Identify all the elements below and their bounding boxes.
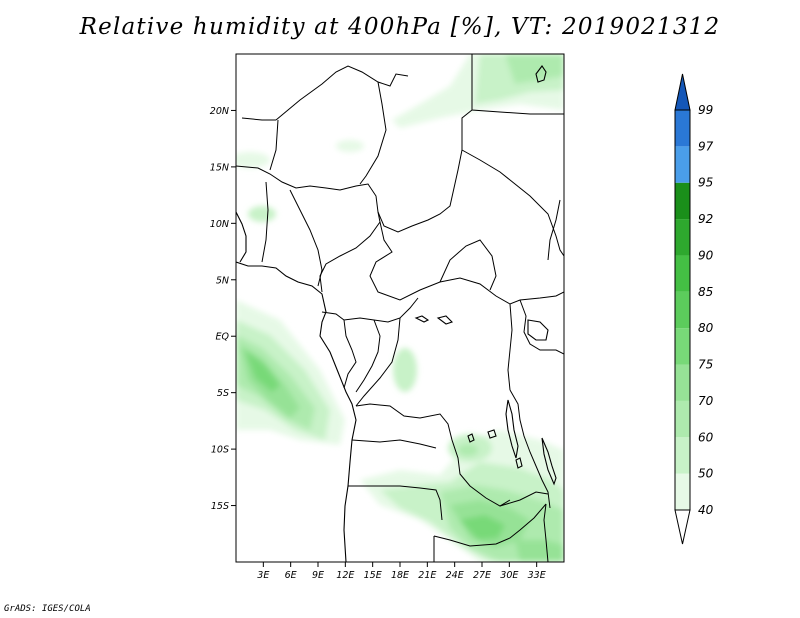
lon-tick-label: 27E	[473, 570, 491, 581]
colorbar-box	[675, 110, 690, 147]
lat-tick-label: 10N	[210, 219, 229, 230]
lat-tick-label: 10S	[211, 445, 229, 456]
colorbar-box	[675, 291, 690, 329]
colorbar-label: 90	[698, 248, 714, 262]
lon-tick-label: 21E	[418, 570, 436, 581]
colorbar-box	[675, 255, 690, 292]
lat-tick-label: EQ	[216, 332, 230, 343]
colorbar-box	[675, 364, 690, 401]
colorbar-box	[675, 437, 690, 474]
colorbar-lower-triangle	[674, 509, 691, 545]
colorbar-label: 60	[698, 430, 714, 444]
latitude-axis: 20N 15N 10N 5N EQ 5S 10S 15S	[210, 106, 236, 512]
colorbar-box	[675, 400, 690, 438]
colorbar-label: 75	[698, 358, 713, 372]
colorbar-upper-triangle	[674, 73, 691, 111]
colorbar-box	[675, 182, 690, 220]
lon-tick-label: 9E	[312, 570, 324, 581]
colorbar-outline	[674, 109, 691, 511]
colorbar-label: 95	[698, 176, 713, 190]
colorbar-box	[675, 328, 690, 365]
colorbar-label: 40	[698, 503, 714, 517]
lat-tick-label: 5S	[217, 388, 229, 399]
lon-tick-label: 33E	[528, 570, 546, 581]
colorbar-label: 99	[698, 103, 713, 117]
map-title: Relative humidity at 400hPa [%], VT: 201…	[79, 14, 721, 40]
footer-credit: GrADS: IGES/COLA	[4, 604, 91, 614]
country-borders	[236, 54, 564, 562]
colorbar-label: 70	[698, 394, 714, 408]
colorbar-box	[675, 219, 690, 256]
lon-tick-label: 24E	[446, 570, 464, 581]
lon-tick-label: 3E	[257, 570, 269, 581]
lat-tick-label: 20N	[210, 106, 229, 117]
lon-tick-label: 12E	[336, 570, 354, 581]
colorbar: 40 50 60 70 75 80 85 90 92 95 97 99	[674, 73, 714, 545]
lon-tick-label: 6E	[285, 570, 297, 581]
humidity-shading	[236, 54, 564, 562]
lon-tick-label: 18E	[391, 570, 409, 581]
lat-tick-label: 5N	[216, 275, 229, 286]
colorbar-label: 50	[698, 467, 714, 481]
lon-tick-label: 15E	[364, 570, 382, 581]
lat-tick-label: 15S	[211, 501, 229, 512]
colorbar-label: 85	[698, 285, 713, 299]
colorbar-box	[675, 146, 690, 183]
lat-tick-label: 15N	[210, 162, 229, 173]
colorbar-box	[675, 473, 690, 510]
longitude-axis: 3E 6E 9E 12E 15E 18E 21E 24E 27E 30E 33E	[257, 562, 546, 581]
colorbar-label: 97	[698, 139, 714, 153]
colorbar-label: 92	[698, 212, 713, 226]
lon-tick-label: 30E	[500, 570, 518, 581]
colorbar-label: 80	[698, 321, 714, 335]
